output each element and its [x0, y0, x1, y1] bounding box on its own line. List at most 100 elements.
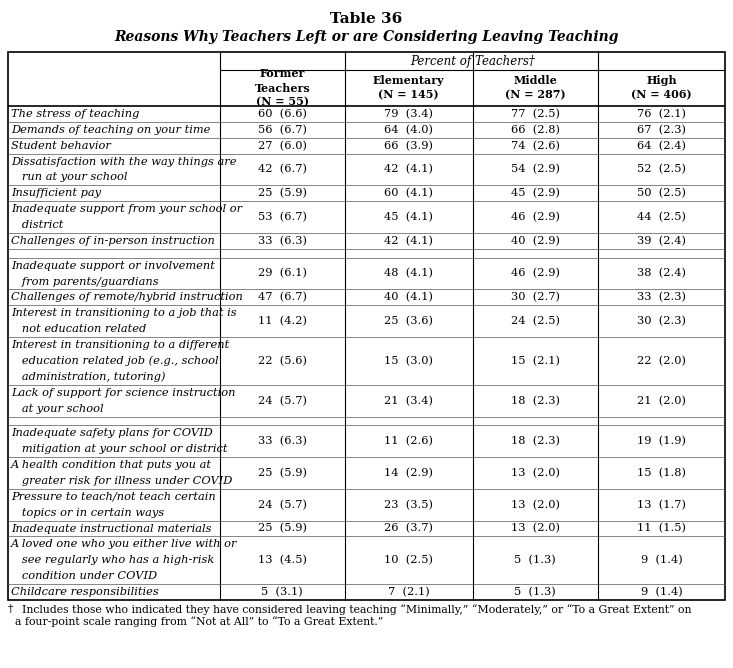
Text: 5  (1.3): 5 (1.3) [515, 587, 556, 597]
Text: Insufficient pay: Insufficient pay [11, 188, 101, 198]
Text: 24  (2.5): 24 (2.5) [511, 316, 560, 327]
Text: Interest in transitioning to a job that is: Interest in transitioning to a job that … [11, 309, 237, 318]
Text: 25  (3.6): 25 (3.6) [384, 316, 433, 327]
Text: 15  (1.8): 15 (1.8) [637, 468, 686, 478]
Text: 22  (2.0): 22 (2.0) [637, 356, 686, 366]
Text: 47  (6.7): 47 (6.7) [258, 292, 306, 303]
Text: 25  (5.9): 25 (5.9) [258, 188, 306, 198]
Text: 26  (3.7): 26 (3.7) [384, 523, 433, 534]
Text: Demands of teaching on your time: Demands of teaching on your time [11, 125, 210, 135]
Text: 48  (4.1): 48 (4.1) [384, 269, 433, 279]
Text: Includes those who indicated they have considered leaving teaching “Minimally,” : Includes those who indicated they have c… [15, 604, 691, 627]
Text: topics or in certain ways: topics or in certain ways [11, 508, 164, 518]
Text: 25  (5.9): 25 (5.9) [258, 523, 306, 534]
Text: 42  (6.7): 42 (6.7) [258, 164, 306, 175]
Text: A loved one who you either live with or: A loved one who you either live with or [11, 539, 237, 549]
Text: 42  (4.1): 42 (4.1) [384, 236, 433, 246]
Text: 77  (2.5): 77 (2.5) [511, 109, 560, 119]
Text: administration, tutoring): administration, tutoring) [11, 371, 166, 382]
Text: 54  (2.9): 54 (2.9) [511, 164, 560, 175]
Text: 39  (2.4): 39 (2.4) [637, 236, 686, 246]
Text: 23  (3.5): 23 (3.5) [384, 500, 433, 510]
Text: 27  (6.0): 27 (6.0) [258, 140, 306, 151]
Text: 76  (2.1): 76 (2.1) [637, 109, 686, 119]
Text: 46  (2.9): 46 (2.9) [511, 269, 560, 279]
Text: Inadequate safety plans for COVID: Inadequate safety plans for COVID [11, 428, 213, 438]
Text: Table 36: Table 36 [331, 12, 402, 26]
Text: Former
Teachers
(N = 55): Former Teachers (N = 55) [254, 68, 310, 108]
Text: 60  (4.1): 60 (4.1) [384, 188, 433, 198]
Text: 13  (2.0): 13 (2.0) [511, 523, 560, 534]
Text: A health condition that puts you at: A health condition that puts you at [11, 460, 212, 470]
Bar [8, 52, 725, 600]
Text: 60  (6.6): 60 (6.6) [258, 109, 306, 119]
Text: Inadequate support or involvement: Inadequate support or involvement [11, 261, 215, 271]
Text: Childcare responsibilities: Childcare responsibilities [11, 587, 159, 597]
Text: 33  (6.3): 33 (6.3) [258, 436, 306, 446]
Text: Interest in transitioning to a different: Interest in transitioning to a different [11, 340, 229, 350]
Text: 21  (2.0): 21 (2.0) [637, 395, 686, 405]
Text: 24  (5.7): 24 (5.7) [258, 395, 306, 405]
Text: 52  (2.5): 52 (2.5) [637, 164, 686, 175]
Text: see regularly who has a high-risk: see regularly who has a high-risk [11, 555, 214, 565]
Text: condition under COVID: condition under COVID [11, 571, 157, 581]
Text: 9  (1.4): 9 (1.4) [641, 587, 682, 597]
Text: greater risk for illness under COVID: greater risk for illness under COVID [11, 476, 232, 486]
Text: 21  (3.4): 21 (3.4) [384, 395, 433, 405]
Text: 13  (2.0): 13 (2.0) [511, 468, 560, 478]
Text: 19  (1.9): 19 (1.9) [637, 436, 686, 446]
Text: 14  (2.9): 14 (2.9) [384, 468, 433, 478]
Text: 11  (4.2): 11 (4.2) [258, 316, 306, 327]
Text: Middle
(N = 287): Middle (N = 287) [505, 75, 566, 101]
Text: 46  (2.9): 46 (2.9) [511, 212, 560, 222]
Text: 53  (6.7): 53 (6.7) [258, 212, 306, 222]
Text: 67  (2.3): 67 (2.3) [637, 125, 686, 135]
Text: †: † [8, 604, 13, 614]
Text: 7  (2.1): 7 (2.1) [388, 587, 430, 597]
Text: 64  (2.4): 64 (2.4) [637, 140, 686, 151]
Text: 44  (2.5): 44 (2.5) [637, 212, 686, 222]
Text: 18  (2.3): 18 (2.3) [511, 436, 560, 446]
Text: 79  (3.4): 79 (3.4) [384, 109, 433, 119]
Text: Inadequate instructional materials: Inadequate instructional materials [11, 524, 212, 534]
Text: mitigation at your school or district: mitigation at your school or district [11, 444, 227, 454]
Text: not education related: not education related [11, 324, 147, 334]
Text: 30  (2.3): 30 (2.3) [637, 316, 686, 327]
Text: The stress of teaching: The stress of teaching [11, 109, 139, 119]
Text: 29  (6.1): 29 (6.1) [258, 269, 306, 279]
Text: run at your school: run at your school [11, 172, 128, 182]
Text: 13  (2.0): 13 (2.0) [511, 500, 560, 510]
Text: 15  (3.0): 15 (3.0) [384, 356, 433, 366]
Text: 33  (2.3): 33 (2.3) [637, 292, 686, 303]
Text: 66  (2.8): 66 (2.8) [511, 125, 560, 135]
Text: 25  (5.9): 25 (5.9) [258, 468, 306, 478]
Text: 9  (1.4): 9 (1.4) [641, 555, 682, 565]
Text: 15  (2.1): 15 (2.1) [511, 356, 560, 366]
Text: 13  (1.7): 13 (1.7) [637, 500, 686, 510]
Text: 11  (1.5): 11 (1.5) [637, 523, 686, 534]
Text: 13  (4.5): 13 (4.5) [258, 555, 306, 565]
Text: Elementary
(N = 145): Elementary (N = 145) [373, 75, 445, 101]
Text: district: district [11, 220, 63, 230]
Text: 64  (4.0): 64 (4.0) [384, 125, 433, 135]
Text: 42  (4.1): 42 (4.1) [384, 164, 433, 175]
Text: Inadequate support from your school or: Inadequate support from your school or [11, 204, 242, 214]
Text: 38  (2.4): 38 (2.4) [637, 269, 686, 279]
Text: education related job (e.g., school: education related job (e.g., school [11, 355, 218, 366]
Text: 40  (4.1): 40 (4.1) [384, 292, 433, 303]
Text: High
(N = 406): High (N = 406) [631, 75, 692, 101]
Text: Dissatisfaction with the way things are: Dissatisfaction with the way things are [11, 156, 237, 166]
Text: 30  (2.7): 30 (2.7) [511, 292, 560, 303]
Text: 33  (6.3): 33 (6.3) [258, 236, 306, 246]
Text: 74  (2.6): 74 (2.6) [511, 140, 560, 151]
Text: at your school: at your school [11, 403, 103, 413]
Text: Challenges of in-person instruction: Challenges of in-person instruction [11, 236, 215, 246]
Text: Reasons Why Teachers Left or are Considering Leaving Teaching: Reasons Why Teachers Left or are Conside… [114, 30, 619, 44]
Text: Lack of support for science instruction: Lack of support for science instruction [11, 387, 235, 397]
Text: from parents/guardians: from parents/guardians [11, 277, 158, 287]
Text: 40  (2.9): 40 (2.9) [511, 236, 560, 246]
Text: Pressure to teach/not teach certain: Pressure to teach/not teach certain [11, 492, 216, 502]
Text: Challenges of remote/hybrid instruction: Challenges of remote/hybrid instruction [11, 293, 243, 303]
Text: 22  (5.6): 22 (5.6) [258, 356, 306, 366]
Text: 18  (2.3): 18 (2.3) [511, 395, 560, 405]
